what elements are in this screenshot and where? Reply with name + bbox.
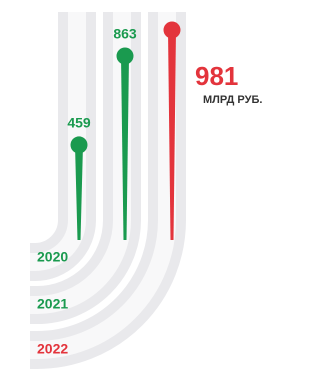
year-label: 2022 xyxy=(37,341,68,357)
value-label-large: 981 xyxy=(195,61,238,91)
pipe-highlight xyxy=(30,12,77,262)
lollipop-head xyxy=(71,136,88,153)
year-label: 2020 xyxy=(37,249,68,265)
chart: МЛРД РУБ. 459 2020 863 2021 981 2022 xyxy=(0,0,280,369)
year-label: 2021 xyxy=(37,296,68,312)
lollipop-head xyxy=(164,22,181,39)
unit-label: МЛРД РУБ. xyxy=(203,94,262,106)
value-label: 863 xyxy=(113,26,137,42)
lollipop-head xyxy=(117,47,134,64)
value-label: 459 xyxy=(67,115,91,131)
